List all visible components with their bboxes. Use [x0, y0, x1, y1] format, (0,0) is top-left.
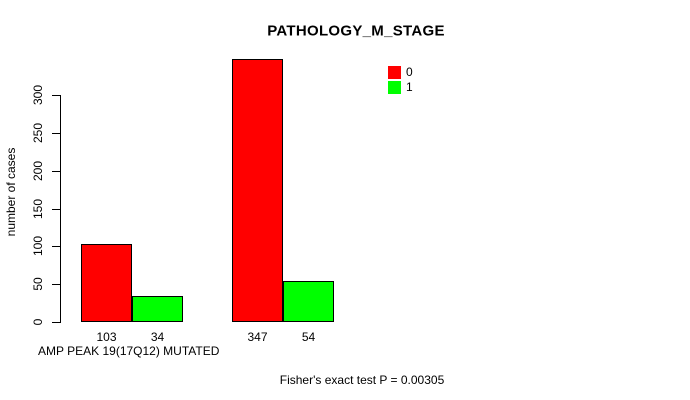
- y-tick-label: 300: [31, 84, 45, 106]
- y-axis-title: number of cases: [4, 147, 18, 237]
- bar-series-0-group-1: [81, 244, 132, 322]
- bar-series-0-group-2: [232, 59, 283, 322]
- legend-label: 1: [406, 80, 413, 94]
- y-tick-mark: [52, 133, 60, 134]
- y-tick-label: 250: [31, 122, 45, 144]
- bar-series-1-group-1: [132, 296, 183, 322]
- y-tick-label: 100: [31, 235, 45, 257]
- chart-title: PATHOLOGY_M_STAGE: [267, 22, 445, 40]
- bar-series-1-group-2: [283, 281, 334, 322]
- bar-value-label: 34: [150, 330, 165, 344]
- y-tick-mark: [52, 209, 60, 210]
- y-tick-label: 0: [31, 318, 45, 326]
- legend-swatch-icon: [388, 66, 401, 79]
- y-axis-line: [60, 95, 61, 323]
- y-tick-mark: [52, 95, 60, 96]
- y-tick-mark: [52, 246, 60, 247]
- y-tick-label: 200: [31, 160, 45, 182]
- legend-label: 0: [406, 65, 413, 79]
- y-tick-mark: [52, 284, 60, 285]
- legend-swatch-icon: [388, 81, 401, 94]
- legend-item: 1: [388, 81, 413, 94]
- y-tick-mark: [52, 171, 60, 172]
- x-axis-title: AMP PEAK 19(17Q12) MUTATED: [38, 344, 220, 358]
- y-tick-label: 150: [31, 198, 45, 220]
- bar-value-label: 54: [301, 330, 316, 344]
- stat-annotation: Fisher's exact test P = 0.00305: [279, 373, 445, 387]
- legend-item: 0: [388, 66, 413, 79]
- bar-value-label: 347: [247, 330, 268, 344]
- y-tick-label: 50: [31, 277, 45, 291]
- bar-value-label: 103: [96, 330, 117, 344]
- y-tick-mark: [52, 322, 60, 323]
